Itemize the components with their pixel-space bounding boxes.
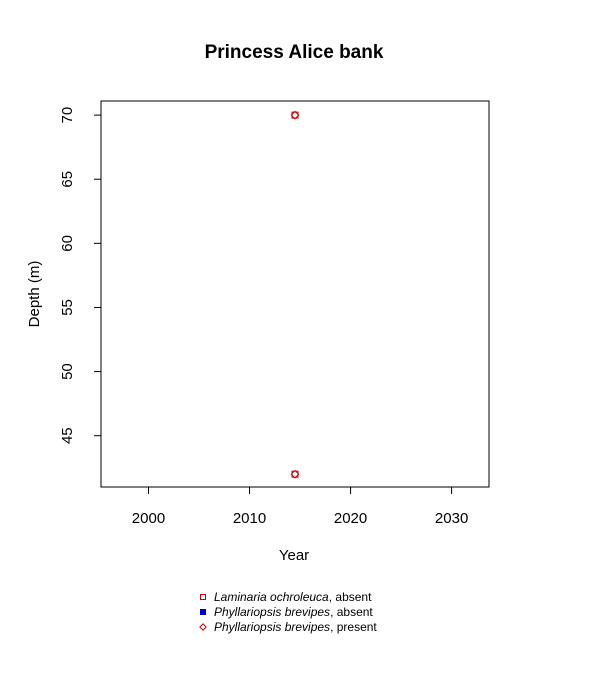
y-tick-label: 70 (59, 107, 76, 124)
data-point (291, 111, 299, 119)
y-tick-label: 50 (59, 363, 76, 380)
legend-species-name: Phyllariopsis brevipes (214, 605, 330, 619)
data-point (290, 469, 300, 479)
legend-species-name: Phyllariopsis brevipes (214, 620, 330, 634)
legend-marker (200, 609, 206, 615)
legend-entry: Phyllariopsis brevipes, absent (214, 605, 373, 619)
x-tick-label: 2020 (334, 510, 367, 527)
legend-marker (200, 594, 206, 600)
plot-frame (100, 100, 490, 488)
x-axis: 2000 2010 2020 2030 (132, 487, 468, 527)
legend-entry: Phyllariopsis brevipes, present (214, 620, 377, 634)
legend-marker (199, 623, 207, 631)
legend-status: , present (330, 620, 377, 634)
y-tick-label: 65 (59, 171, 76, 188)
y-tick-label: 45 (59, 427, 76, 444)
x-axis-label: Year (279, 547, 309, 564)
y-tick-label: 55 (59, 299, 76, 316)
data-points (290, 110, 300, 479)
y-axis-label: Depth (m) (26, 261, 43, 328)
data-point (290, 110, 300, 120)
y-axis: 45 50 55 60 65 70 (59, 107, 101, 444)
y-tick-label: 60 (59, 235, 76, 252)
data-point (291, 470, 299, 478)
x-tick-label: 2030 (435, 510, 468, 527)
legend: Laminaria ochroleuca, absentPhyllariopsi… (199, 590, 377, 634)
x-tick-label: 2000 (132, 510, 165, 527)
legend-entry: Laminaria ochroleuca, absent (214, 590, 372, 604)
legend-species-name: Laminaria ochroleuca (214, 590, 329, 604)
legend-status: , absent (330, 605, 373, 619)
legend-status: , absent (329, 590, 372, 604)
x-tick-label: 2010 (233, 510, 266, 527)
chart-title: Princess Alice bank (205, 42, 384, 63)
